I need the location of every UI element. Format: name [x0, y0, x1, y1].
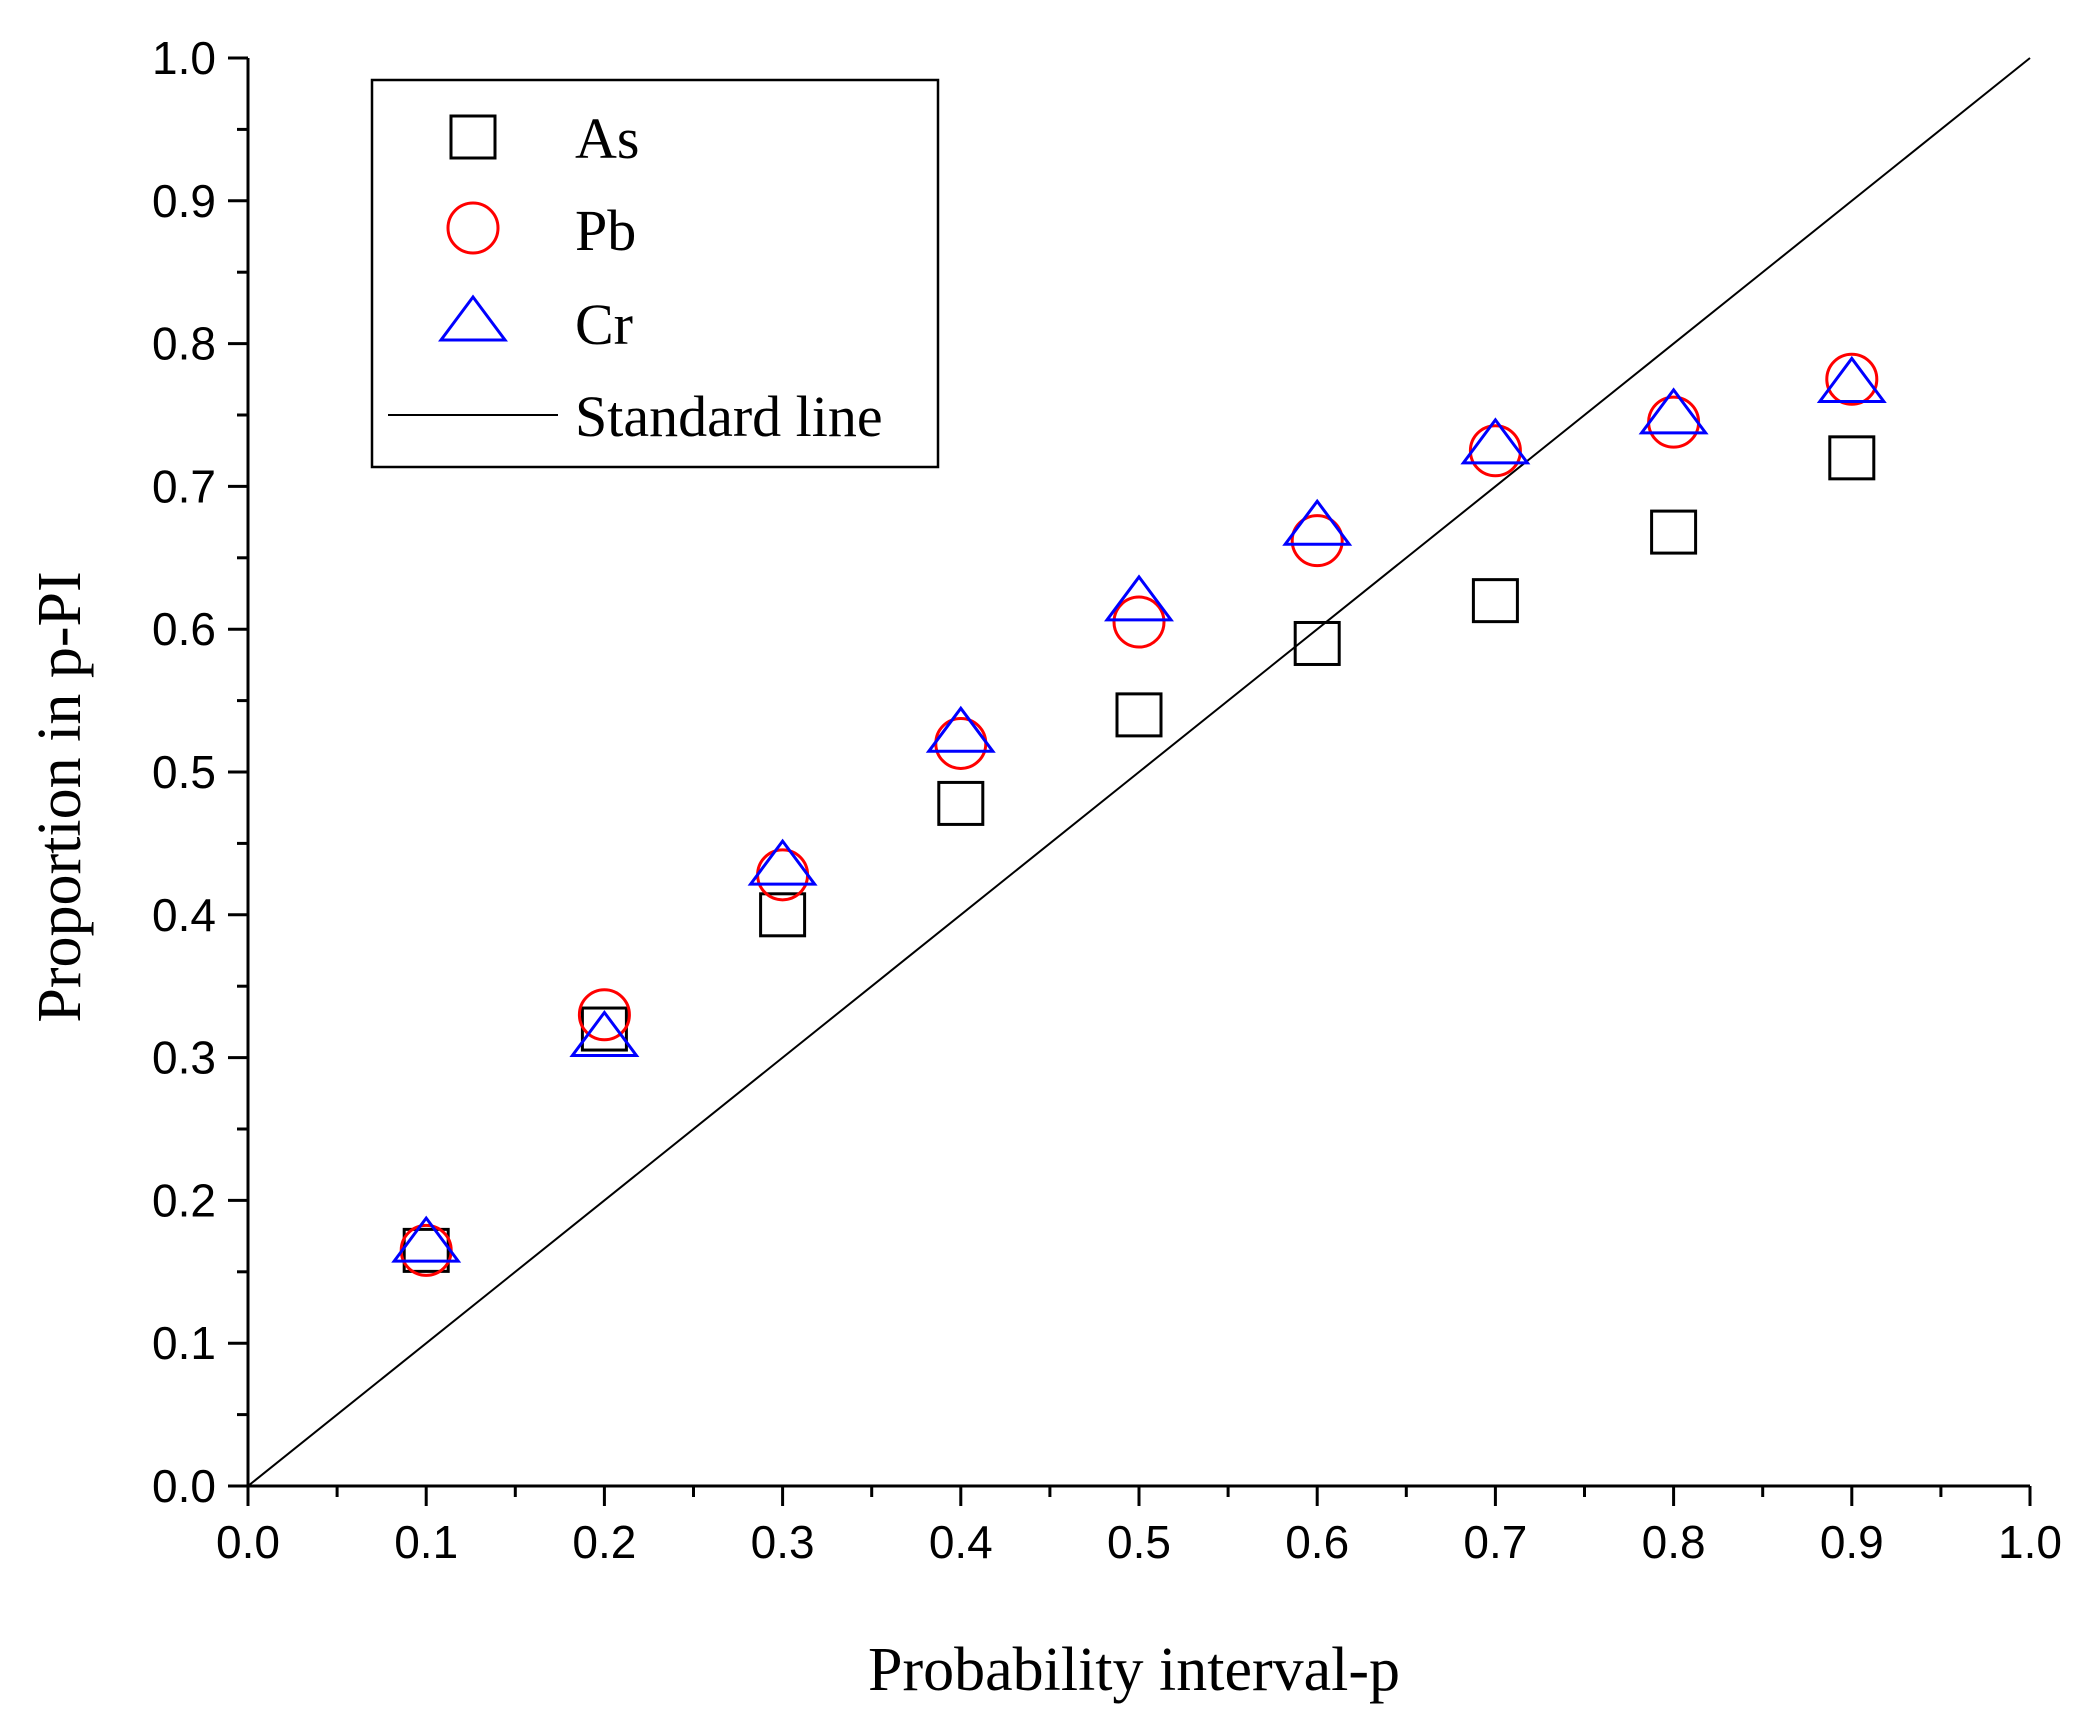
legend-marker-square [449, 114, 497, 160]
x-tick-label: 0.3 [751, 1516, 815, 1568]
legend-item-cr: Cr [438, 292, 633, 357]
point-as [937, 780, 985, 826]
point-as [1828, 435, 1876, 481]
legend: As Pb Cr Standard line [370, 78, 940, 469]
legend-marker-triangle [438, 294, 508, 342]
x-tick-label: 1.0 [1998, 1516, 2062, 1568]
point-cr [1816, 355, 1887, 403]
x-tick-label: 0.4 [929, 1516, 993, 1568]
point-pb [1468, 424, 1522, 478]
y-tick-label: 0.9 [152, 175, 216, 227]
standard-line [247, 57, 2031, 1487]
x-tick-label: 0.2 [572, 1516, 636, 1568]
point-as [402, 1227, 450, 1273]
x-tick-label: 0.0 [216, 1516, 280, 1568]
legend-item-as: As [449, 106, 639, 171]
point-pb [1825, 352, 1879, 406]
point-cr [1104, 574, 1174, 622]
y-tick-label: 1.0 [152, 32, 216, 84]
legend-box [370, 78, 940, 469]
point-as [1293, 620, 1341, 666]
x-tick-label: 0.8 [1642, 1516, 1706, 1568]
point-cr [391, 1215, 462, 1263]
y-tick-label: 0.0 [152, 1460, 216, 1512]
point-pb [1112, 595, 1166, 649]
y-tick-label: 0.3 [152, 1032, 216, 1084]
y-axis-title: Proportion in p-PI [26, 571, 94, 1022]
legend-item-pb: Pb [446, 198, 636, 263]
x-tick-label: 0.1 [394, 1516, 458, 1568]
x-tick-label: 0.6 [1285, 1516, 1349, 1568]
y-tick-label: 0.7 [152, 460, 216, 512]
point-cr [925, 705, 996, 753]
point-cr [569, 1009, 640, 1057]
point-as [1115, 692, 1163, 738]
point-as [759, 892, 807, 938]
y-tick-label: 0.2 [152, 1174, 216, 1226]
point-as [1650, 509, 1698, 555]
y-tick-label: 0.1 [152, 1317, 216, 1369]
y-tick-label: 0.4 [152, 889, 216, 941]
x-axis-title: Probability interval-p [868, 1636, 1400, 1704]
point-pb [399, 1223, 453, 1277]
x-tick-label: 0.9 [1820, 1516, 1884, 1568]
point-pb [1647, 395, 1701, 449]
point-cr [1460, 417, 1531, 465]
y-tick-label: 0.5 [152, 746, 216, 798]
legend-label-pb: Pb [575, 198, 636, 263]
point-pb [934, 716, 988, 770]
legend-marker-circle [446, 201, 500, 255]
legend-label-cr: Cr [575, 292, 633, 357]
legend-label-standard-line: Standard line [575, 384, 883, 449]
point-cr [1638, 387, 1709, 435]
plot-area: 0.0 0.1 0.2 0.3 0.4 0.5 0.6 0.7 0.8 0.9 1.0 0.0 0.1 0… [152, 32, 2062, 1568]
point-pb [1290, 514, 1344, 568]
y-tick-label: 0.6 [152, 603, 216, 655]
y-tick-label: 0.8 [152, 318, 216, 370]
legend-item-standard-line: Standard line [388, 384, 883, 449]
point-as [1471, 578, 1519, 624]
point-cr [1282, 498, 1353, 546]
point-cr [747, 838, 818, 886]
x-tick-label: 0.7 [1463, 1516, 1527, 1568]
legend-label-as: As [575, 106, 639, 171]
point-pb [577, 988, 631, 1042]
x-tick-label: 0.5 [1107, 1516, 1171, 1568]
